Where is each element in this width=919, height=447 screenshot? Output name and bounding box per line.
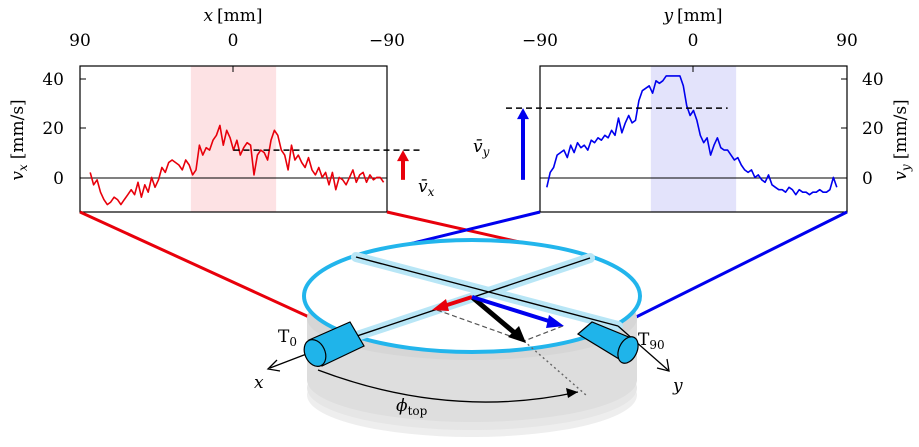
right-y-axis-sub: y (899, 164, 913, 172)
left-highlight-band (190, 66, 277, 212)
right-mean-var: v̄ (473, 137, 483, 157)
right-top-tick-label: 90 (836, 31, 858, 51)
right-y-axis-unit: [mm/s] (891, 99, 911, 159)
tube-cap (303, 339, 327, 367)
right-y-tick-label: 40 (862, 70, 884, 90)
vy-arrow-head (546, 315, 564, 328)
phi-sub: top (408, 404, 428, 418)
left-velocity-series (89, 124, 385, 206)
left-top-tick-label: 90 (69, 31, 91, 51)
rotation-axis-dotted (523, 340, 587, 396)
left-top-tick-label: 0 (228, 31, 239, 51)
vx-arrow (443, 295, 473, 308)
left-y-axis-unit: [mm/s] (8, 99, 28, 159)
left-mean-label: v̄x (418, 177, 435, 199)
right-y-tick-label: 0 (862, 169, 873, 189)
right-mean-arrow-head (517, 108, 529, 120)
y-axis-arrow (617, 325, 669, 371)
left-y-axis-label: vx [mm/s] (8, 99, 30, 180)
left-y-axis-var: v (8, 171, 28, 181)
phi-main: ϕ (396, 396, 408, 416)
right-velocity-series (546, 75, 838, 196)
arm-line (355, 256, 619, 327)
right-connector-line-2 (617, 210, 848, 328)
turntable-diagram: T0 T90 x y ϕtop (254, 238, 683, 437)
left-mean-sub: x (428, 185, 435, 199)
right-highlight-band (650, 66, 737, 212)
left-top-axis-var: x (203, 6, 213, 26)
sensor-tube-t90 (576, 321, 639, 364)
t0-sub: 0 (289, 335, 297, 349)
velocity-arrow-head (508, 326, 526, 343)
left-plot: 90 0 −90 x [mm] 40 20 0 vx[mm/s] v̄x (8, 6, 435, 213)
x-axis-arrow-head (266, 359, 281, 372)
t0-main: T (278, 327, 290, 347)
t90-label: T90 (638, 330, 665, 352)
right-mean-sub: y (482, 145, 490, 159)
right-y-axis-var: v (891, 171, 911, 181)
left-connector-line (79, 210, 321, 324)
projection-dash (523, 325, 564, 342)
left-mean-var: v̄ (418, 177, 428, 197)
left-y-tick-label: 20 (42, 119, 64, 139)
vx-arrow-head (432, 299, 449, 311)
phi-arc (317, 369, 579, 403)
right-top-axis-unit: [mm] (677, 6, 723, 26)
t90-sub: 90 (649, 338, 664, 352)
x-axis-label: x (254, 373, 264, 393)
tube-cap (617, 336, 639, 364)
left-y-tick-label: 0 (53, 169, 64, 189)
y-axis-arrow-head (656, 358, 670, 372)
right-y-tick-label: 20 (862, 119, 884, 139)
left-y-tick-label: 40 (42, 70, 64, 90)
left-y-axis-sub: x (16, 164, 30, 171)
left-top-tick-label: −90 (369, 31, 405, 51)
right-top-tick-label: −90 (522, 31, 558, 51)
y-axis-label: y (672, 376, 683, 396)
right-top-axis-label: y [mm] (662, 6, 722, 26)
left-top-axis-unit: [mm] (217, 6, 263, 26)
right-mean-label: v̄y (473, 137, 490, 159)
sensor-tube-t0 (303, 321, 365, 367)
t90-main: T (638, 330, 650, 350)
velocity-arrow (470, 295, 518, 336)
phi-arc-head (566, 388, 578, 398)
left-mean-arrow-head (397, 150, 409, 162)
right-y-axis-label: vy [mm/s] (891, 99, 913, 180)
right-plot: −90 0 90 y [mm] 40 20 0 vy[mm/s] v̄y (473, 6, 913, 213)
t0-label: T0 (278, 327, 297, 349)
right-top-axis-var: y (662, 6, 673, 26)
vy-arrow (471, 295, 553, 324)
left-top-axis-label: x [mm] (203, 6, 262, 26)
right-top-tick-label: 0 (688, 31, 699, 51)
phi-label: ϕtop (396, 396, 428, 418)
